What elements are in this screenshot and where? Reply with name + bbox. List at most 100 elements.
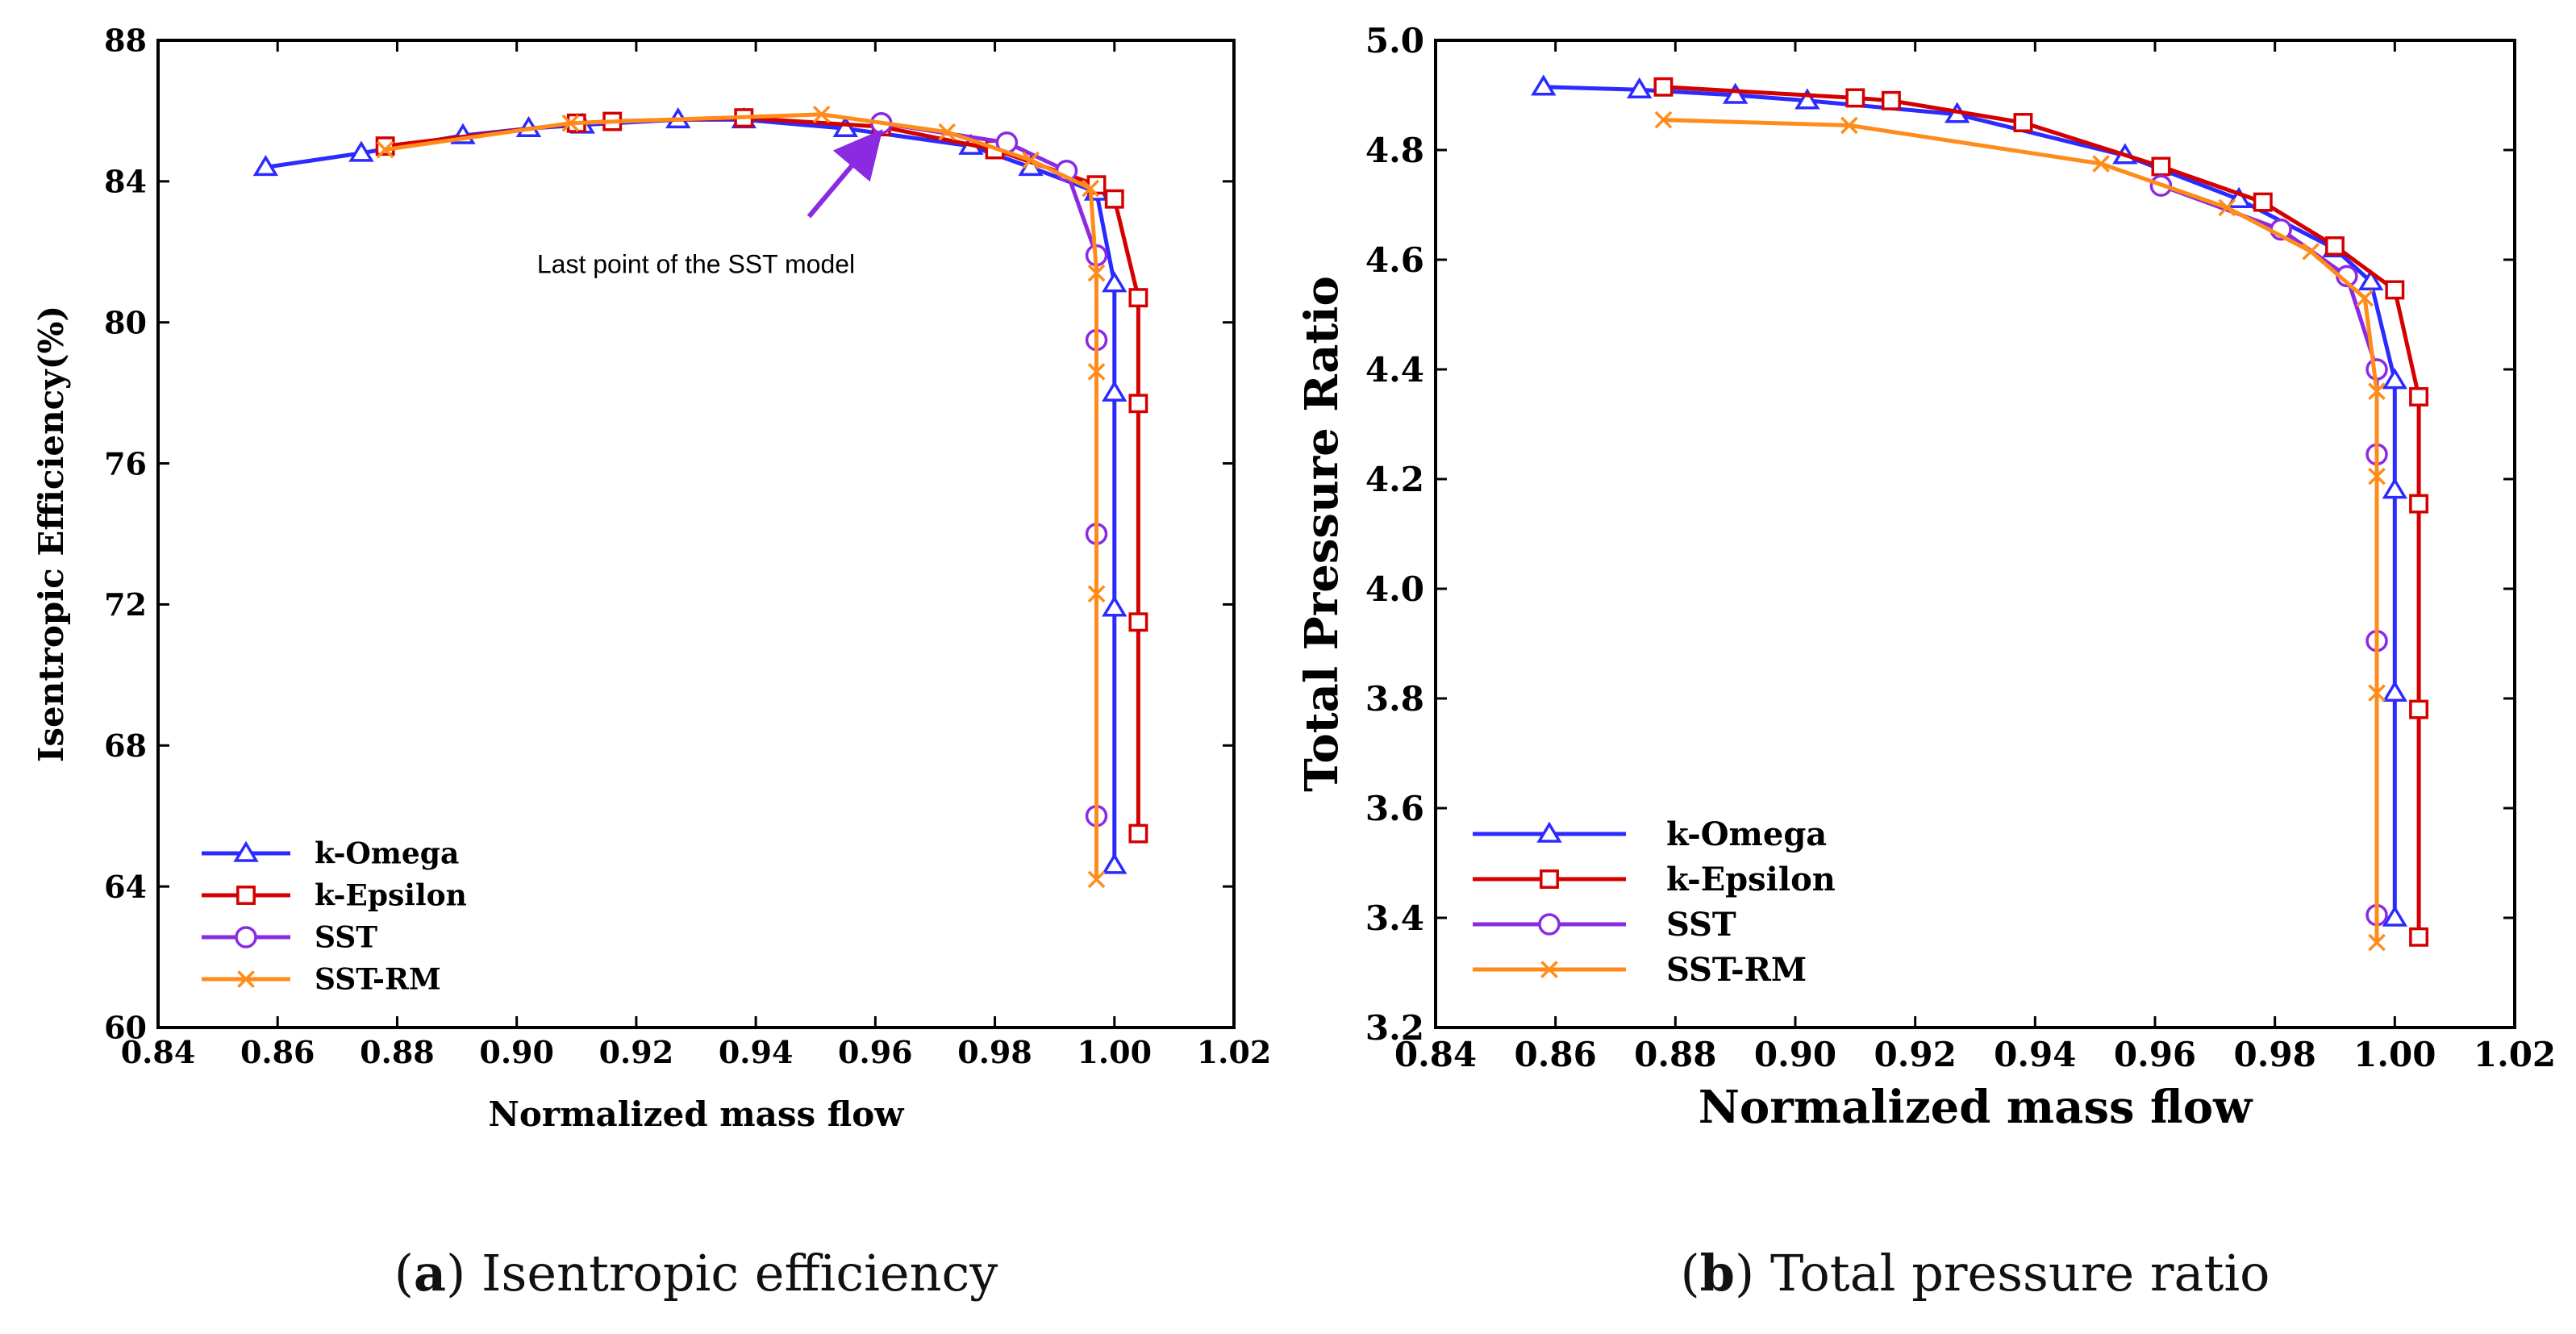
series-line [385,115,1140,834]
x-tick-label: 0.88 [1634,1035,1716,1074]
legend-swatch-marker [1536,821,1562,843]
x-tick-label: 0.90 [479,1034,554,1070]
series-line [2160,183,2379,915]
annotation-layer: Last point of the SST model [537,129,883,279]
y-tick-label: 4.2 [1365,460,1424,499]
legend-label: k-Epsilon [315,879,467,913]
x-axis-title: Normalized mass flow [489,1094,905,1134]
data-point [1654,110,1673,129]
legend-item: SST-RM [202,963,441,997]
x-tick-label: 0.96 [2114,1035,2196,1074]
x-ticks: 0.84 0.86 0.88 0.90 0.92 0.94 0.96 0.98 1.00 1.02 [121,40,1272,1070]
data-point [348,140,374,162]
caption-a: (a) Isentropic efficiency [394,1244,998,1303]
x-tick-label: 0.86 [240,1034,315,1070]
series-k-epsilon [1653,77,2429,947]
data-point [2368,684,2386,702]
legend-item: SST-RM [1473,951,1807,989]
legend: k-Omega k-Epsilon SST SST-RM [1473,815,1836,989]
caption-text: Total pressure ratio [1770,1244,2270,1303]
y-tick-label: 5.0 [1365,21,1424,60]
series-k-omega [252,106,1128,874]
y-tick-label: 84 [104,164,147,200]
legend-swatch-marker [237,970,255,988]
legend-item: k-Epsilon [202,879,467,913]
x-tick-label: 1.00 [2353,1035,2436,1074]
y-tick-label: 3.6 [1365,789,1424,828]
legend-item: SST [202,921,377,955]
data-point [1794,88,1820,110]
series-sst-rm [376,105,1106,889]
x-tick-label: 0.90 [1754,1035,1836,1074]
data-point [1102,380,1128,402]
legend-swatch-marker [233,840,259,862]
data-point [812,105,831,123]
y-axis-title: Isentropic Efficiency(%) [31,306,71,762]
legend-label: k-Omega [315,837,459,871]
caption-text: Isentropic efficiency [481,1244,998,1303]
data-point [1102,595,1128,617]
plot-frame [156,39,1236,1029]
x-tick-label: 0.94 [719,1034,794,1070]
x-tick-label: 0.88 [360,1034,435,1070]
y-ticks: 3.2 3.4 3.6 3.8 4.0 4.2 4.4 4.6 4.8 5.0 [1365,21,2515,1048]
data-point [1087,264,1106,282]
data-point [2325,236,2345,256]
data-point [1087,585,1106,603]
legend-item: k-Omega [202,837,459,871]
series-layer [1531,74,2429,952]
plot-frame [1434,39,2516,1029]
caption-letter: b [1700,1244,1735,1303]
data-point [1022,151,1040,169]
data-point [1128,288,1148,308]
y-tick-label: 4.4 [1365,350,1424,390]
legend-swatch-marker [236,886,256,905]
x-tick-label: 0.92 [599,1034,674,1070]
data-point [1531,74,1557,96]
data-point [938,123,957,141]
panel-a-efficiency-chart: 0.84 0.86 0.88 0.90 0.92 0.94 0.96 0.98 1.00 1.02… [31,23,1271,1303]
y-tick-label: 76 [104,445,147,481]
series-line [385,112,1098,880]
data-point [2253,192,2273,212]
panel-b-pressure-ratio-chart: 0.84 0.86 0.88 0.90 0.92 0.94 0.96 0.98 1.00 1.02… [1295,21,2556,1303]
x-axis-title: Normalized mass flow [1699,1081,2253,1134]
data-point [561,114,580,132]
y-tick-label: 72 [104,586,147,623]
data-point [1722,82,1749,104]
series-k-epsilon [375,108,1148,844]
data-point [1840,116,1858,135]
data-point [2092,155,2110,173]
y-tick-label: 64 [104,869,147,905]
data-point [2368,382,2386,401]
data-point [2151,156,2171,177]
x-tick-label: 1.02 [1197,1034,1272,1070]
x-ticks: 0.84 0.86 0.88 0.90 0.92 0.94 0.96 0.98 1.00 1.02 [1394,40,2556,1074]
data-point [2409,494,2429,514]
x-tick-label: 0.98 [957,1034,1032,1070]
data-point [2382,905,2408,927]
series-line [881,121,1098,816]
legend-label: SST [315,921,377,955]
data-point [1082,179,1099,198]
legend-label: SST-RM [1666,951,1807,989]
data-point [1087,363,1106,381]
y-tick-label: 80 [104,304,147,340]
legend-label: SST [1666,906,1736,944]
x-tick-label: 0.84 [1394,1035,1477,1074]
data-point [375,136,395,156]
y-tick-label: 3.8 [1365,679,1424,719]
series-line [1663,85,2421,937]
data-point [1881,90,1901,110]
data-point [2409,927,2429,947]
x-tick-label: 0.92 [1874,1035,1957,1074]
data-point [376,140,394,159]
legend-label: k-Omega [1666,815,1827,853]
legend-swatch-marker [1538,913,1561,936]
series-line [265,117,1117,865]
y-ticks: 60 64 68 72 76 80 84 88 [104,23,1234,1046]
data-point [1102,271,1128,293]
y-tick-label: 88 [104,23,147,59]
caption-b: (b) Total pressure ratio [1680,1244,2270,1303]
x-tick-label: 0.96 [838,1034,913,1070]
